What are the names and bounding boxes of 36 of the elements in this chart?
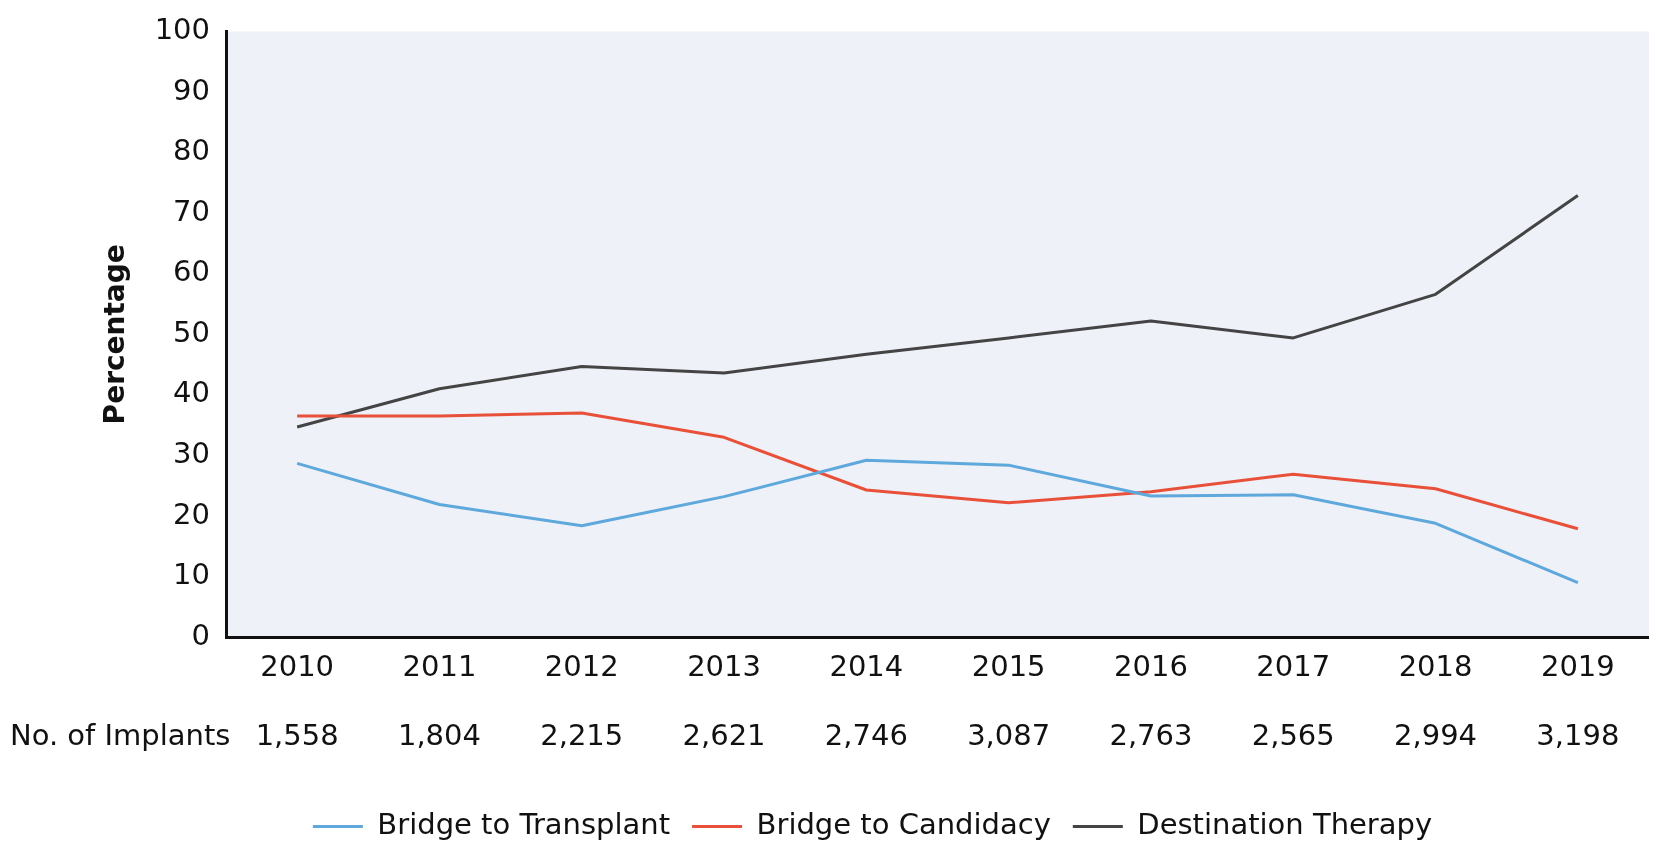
- legend-label: Destination Therapy: [1137, 807, 1433, 842]
- y-tick-label: 50: [173, 314, 210, 349]
- text: 2,621: [682, 717, 766, 752]
- y-tick-label: 90: [173, 72, 210, 107]
- text: 1,804: [397, 717, 481, 752]
- x-tick-label: 2019: [1540, 649, 1615, 684]
- y-tick-label: 100: [154, 11, 210, 46]
- legend-label: Bridge to Transplant: [377, 807, 671, 842]
- x-tick-label: 2011: [402, 649, 477, 684]
- x-tick-label: 2016: [1114, 649, 1188, 684]
- text: 2,565: [1251, 717, 1335, 752]
- text: 2,746: [824, 717, 908, 752]
- x-tick-label: 2014: [829, 649, 904, 684]
- text: 3,198: [1536, 717, 1620, 752]
- x-tick-label: 2015: [971, 649, 1046, 684]
- x-tick-label: 2017: [1256, 649, 1331, 684]
- text: 2,215: [540, 717, 624, 752]
- x-tick-label: 2013: [687, 649, 761, 684]
- y-tick-label: 10: [173, 557, 210, 592]
- text: No. of Implants: [10, 717, 231, 752]
- y-tick-label: 60: [173, 254, 210, 289]
- y-tick-label: 30: [173, 435, 210, 470]
- x-tick-label: 2012: [544, 649, 619, 684]
- y-tick-label: 80: [173, 133, 210, 168]
- text: 2,994: [1394, 717, 1478, 752]
- text: 2,763: [1109, 717, 1193, 752]
- y-tick-label: 40: [173, 375, 210, 410]
- y-tick-label: 0: [191, 617, 210, 652]
- legend-label: Bridge to Candidacy: [756, 807, 1051, 842]
- y-tick-label: 20: [173, 496, 210, 531]
- text: 1,558: [255, 717, 339, 752]
- y-tick-label: 70: [173, 193, 210, 228]
- y-axis-title: Percentage: [98, 244, 132, 425]
- x-tick-label: 2018: [1398, 649, 1473, 684]
- text: 3,087: [967, 717, 1051, 752]
- x-tick-label: 2010: [260, 649, 335, 684]
